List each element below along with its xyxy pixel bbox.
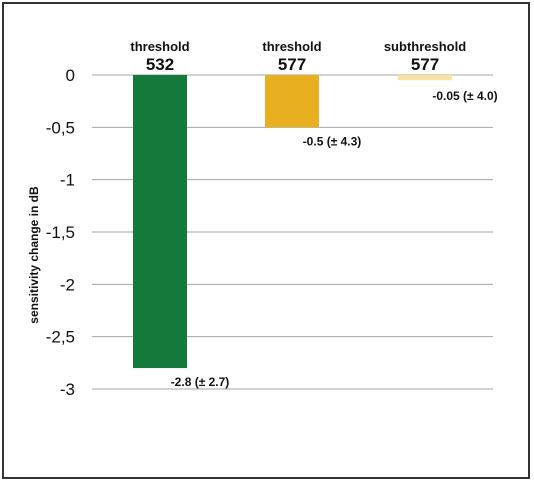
y-axis-ticks: 0 -0,5 -1 -1,5 -2 -2,5 -3 bbox=[46, 66, 75, 399]
category-label-line2: 532 bbox=[146, 55, 174, 74]
category-label-line1: subthreshold bbox=[384, 39, 466, 54]
bar bbox=[398, 75, 452, 81]
y-tick-label: -2 bbox=[60, 275, 75, 294]
data-label: -2.8 (± 2.7) bbox=[171, 375, 230, 389]
data-label: -0.05 (± 4.0) bbox=[432, 89, 497, 103]
y-tick-label: -1,5 bbox=[46, 223, 75, 242]
category-label-line1: threshold bbox=[130, 39, 189, 54]
y-tick-label: -2,5 bbox=[46, 328, 75, 347]
bar bbox=[265, 75, 319, 128]
y-axis-label: sensitivity change in dB bbox=[27, 186, 41, 324]
y-tick-label: -0,5 bbox=[46, 118, 75, 137]
category-label-line2: 577 bbox=[411, 55, 439, 74]
bars bbox=[133, 75, 452, 369]
category-label-line1: threshold bbox=[262, 39, 321, 54]
y-tick-label: -3 bbox=[60, 380, 75, 399]
data-label: -0.5 (± 4.3) bbox=[303, 134, 362, 148]
y-tick-label: -1 bbox=[60, 171, 75, 190]
bar bbox=[133, 75, 187, 369]
y-tick-label: 0 bbox=[66, 66, 75, 85]
data-labels: -2.8 (± 2.7) -0.5 (± 4.3) -0.05 (± 4.0) bbox=[171, 89, 498, 389]
category-label-line2: 577 bbox=[278, 55, 306, 74]
